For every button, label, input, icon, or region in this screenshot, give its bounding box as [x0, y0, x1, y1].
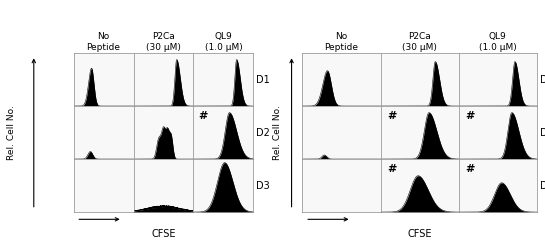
- Text: D2: D2: [540, 127, 545, 138]
- Text: Rel. Cell No.: Rel. Cell No.: [8, 105, 16, 160]
- Text: D3: D3: [256, 181, 270, 191]
- Text: D1: D1: [256, 74, 270, 85]
- Text: D3: D3: [540, 181, 545, 191]
- Text: #: #: [465, 164, 474, 174]
- Text: #: #: [465, 111, 474, 121]
- Text: CFSE: CFSE: [408, 229, 432, 239]
- Text: CFSE: CFSE: [152, 229, 175, 239]
- Text: #: #: [387, 164, 396, 174]
- Text: D1: D1: [540, 74, 545, 85]
- Title: P2Ca
(30 μM): P2Ca (30 μM): [402, 32, 437, 52]
- Title: QL9
(1.0 μM): QL9 (1.0 μM): [204, 32, 243, 52]
- Text: D2: D2: [256, 127, 270, 138]
- Title: No
Peptide: No Peptide: [324, 32, 359, 52]
- Title: QL9
(1.0 μM): QL9 (1.0 μM): [479, 32, 517, 52]
- Title: No
Peptide: No Peptide: [87, 32, 120, 52]
- Title: P2Ca
(30 μM): P2Ca (30 μM): [146, 32, 181, 52]
- Text: Rel. Cell No.: Rel. Cell No.: [274, 105, 282, 160]
- Text: #: #: [198, 111, 208, 121]
- Text: #: #: [387, 111, 396, 121]
